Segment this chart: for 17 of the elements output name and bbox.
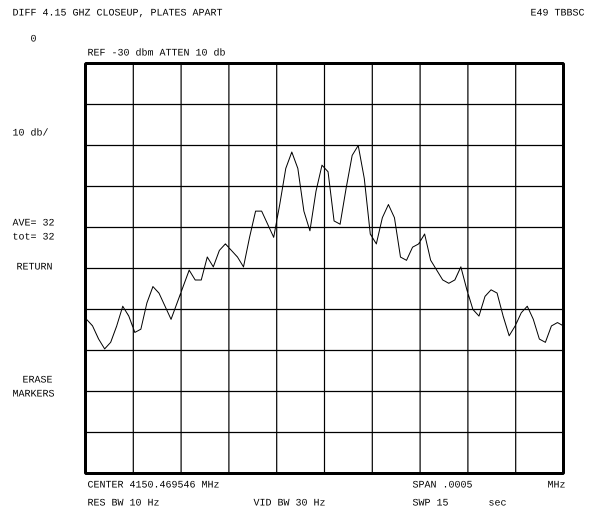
text: CENTER 4150.469546 MHz <box>88 480 220 492</box>
text: AVE= 32 <box>12 218 55 230</box>
text: 10 db/ <box>12 128 49 140</box>
text: SWP 15 <box>412 498 449 509</box>
text: tot= 32 <box>12 232 55 244</box>
text: VID BW 30 Hz <box>254 498 326 509</box>
text: MHz <box>548 480 566 492</box>
text: RES BW 10 Hz <box>88 498 160 509</box>
text: E49 TBBSC <box>530 8 585 20</box>
text: SPAN .0005 <box>412 480 473 492</box>
text: sec <box>488 498 507 509</box>
text: MARKERS <box>12 390 55 400</box>
chart-title: DIFF 4.15 GHZ CLOSEUP, PLATES APART <box>12 8 223 20</box>
text: 0 <box>30 34 37 46</box>
text: ERASE <box>22 376 53 386</box>
text: RETURN <box>16 262 53 274</box>
text: REF -30 dbm ATTEN 10 db <box>88 48 226 60</box>
